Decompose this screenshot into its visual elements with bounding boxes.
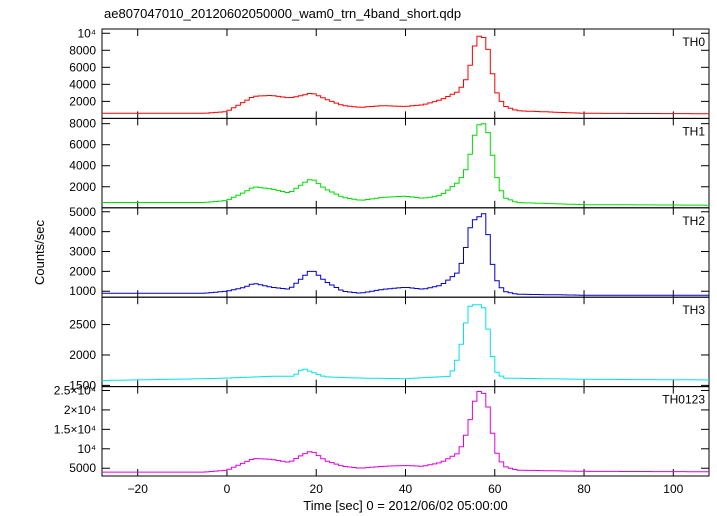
y-tick-label: 1.5×10⁴ <box>54 422 96 436</box>
chart-title: ae807047010_20120602050000_wam0_trn_4ban… <box>104 6 461 21</box>
y-tick-label: 2000 <box>69 348 96 362</box>
panel-frame-TH3 <box>101 296 710 388</box>
y-tick-label: 8000 <box>69 117 96 131</box>
y-tick-label: 4000 <box>69 225 96 239</box>
x-tick-label: 40 <box>399 482 413 496</box>
series-line-TH3 <box>102 304 709 381</box>
x-tick-label: 80 <box>577 482 591 496</box>
y-tick-label: 4000 <box>69 77 96 91</box>
x-tick-label: 100 <box>663 482 683 496</box>
y-tick-label: 1000 <box>69 284 96 298</box>
y-tick-label: 2.5×10⁴ <box>54 383 96 397</box>
y-tick-label: 2500 <box>69 318 96 332</box>
series-line-TH0 <box>102 35 709 115</box>
panel-frame-TH2 <box>101 207 710 298</box>
x-tick-label: 60 <box>488 482 502 496</box>
x-tick-label: −20 <box>128 482 149 496</box>
panel-frame-TH0 <box>101 28 710 119</box>
panel-label-TH3: TH3 <box>682 303 705 317</box>
y-tick-label: 4000 <box>69 159 96 173</box>
series-line-TH0123 <box>102 391 709 473</box>
y-tick-label: 2×10⁴ <box>64 403 96 417</box>
y-tick-label: 6000 <box>69 60 96 74</box>
panel-label-TH0123: TH0123 <box>662 393 705 407</box>
y-tick-label: 2000 <box>69 180 96 194</box>
y-tick-label: 3000 <box>69 245 96 259</box>
x-axis-title: Time [sec] 0 = 2012/06/02 05:00:00 <box>303 498 507 513</box>
panels: 2000 4000 6000 8000 10⁴ TH0 2000 4000 6000 8000 TH… <box>54 26 710 496</box>
panel-frame-TH0123 <box>101 386 710 477</box>
panel-label-TH0: TH0 <box>682 35 705 49</box>
y-tick-label: 5000 <box>69 461 96 475</box>
y-tick-label: 2000 <box>69 94 96 108</box>
y-tick-label: 10⁴ <box>77 26 96 40</box>
y-axis-title: Counts/sec <box>32 219 47 285</box>
series-line-TH2 <box>102 213 709 296</box>
panel-label-TH1: TH1 <box>682 124 705 138</box>
y-tick-label: 10⁴ <box>77 442 96 456</box>
panel-frame-TH1 <box>101 117 710 209</box>
x-tick-label: 20 <box>310 482 324 496</box>
panel-label-TH2: TH2 <box>682 214 705 228</box>
y-tick-label: 8000 <box>69 43 96 57</box>
y-tick-label: 1500 <box>69 378 96 392</box>
y-tick-label: 2000 <box>69 264 96 278</box>
series-line-TH1 <box>102 123 709 206</box>
y-tick-label: 5000 <box>69 205 96 219</box>
x-tick-label: 0 <box>224 482 231 496</box>
y-tick-label: 6000 <box>69 138 96 152</box>
